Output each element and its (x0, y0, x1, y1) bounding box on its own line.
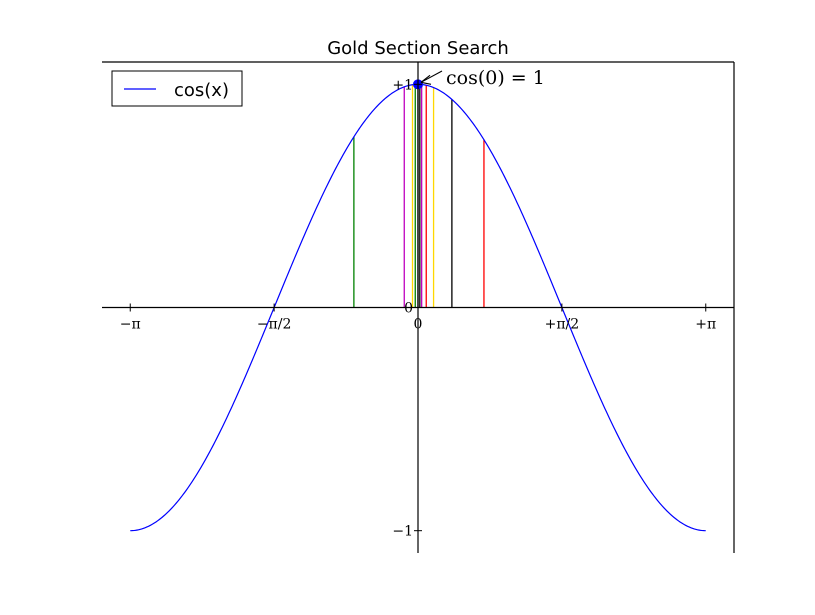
annotation-label: cos(0) = 1 (446, 67, 545, 89)
annotation-arrowhead (420, 74, 432, 85)
ticks: −π −π/2 0 +π/2 +π +1 0 −1 (120, 77, 716, 539)
y-tick-label-0: +1 (392, 77, 413, 93)
legend-label-cos: cos(x) (174, 80, 229, 101)
x-tick-label-3: +π/2 (545, 317, 580, 333)
y-tick-label-1: 0 (404, 301, 413, 317)
annotation-arrow (420, 70, 443, 83)
legend: cos(x) (111, 70, 243, 107)
x-tick-label-1: −π/2 (257, 317, 292, 333)
annotation-group: cos(0) = 1 (420, 67, 545, 89)
x-tick-label-0: −π (120, 317, 141, 333)
x-tick-label-2: 0 (414, 317, 423, 333)
y-tick-label-2: −1 (392, 524, 413, 540)
x-tick-label-4: +π (695, 317, 716, 333)
chart-title: Gold Section Search (327, 38, 509, 59)
